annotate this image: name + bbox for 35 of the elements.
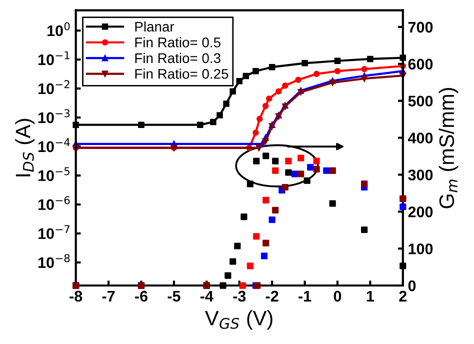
- y-tick-label: 10$^{−7}$: [38, 225, 70, 240]
- y2-tick-label: 700: [408, 22, 433, 33]
- legend-label: Planar: [135, 21, 174, 32]
- y2-tick-label: 600: [408, 58, 433, 70]
- y2-tick-label: 100: [408, 243, 433, 254]
- x-tick-label: -7: [102, 290, 115, 302]
- y2-tick-label: 200: [408, 206, 433, 218]
- y-axis-title: I$_{DS}$ (A): [15, 118, 35, 176]
- y2-tick-label: 400: [408, 132, 433, 144]
- y-tick-label: 10$^{−3}$: [38, 109, 70, 124]
- x-tick-label: -5: [168, 290, 180, 302]
- legend-label: Fin Ratio= 0.5: [135, 37, 220, 48]
- legend-label: Fin Ratio= 0.3: [135, 52, 220, 64]
- y2-tick-label: 500: [408, 96, 433, 107]
- y2-tick-label: 300: [408, 170, 433, 180]
- x-tick-label: -8: [70, 290, 82, 302]
- y-tick-label: 10$^{−8}$: [38, 254, 70, 268]
- x-tick-label: -1: [298, 290, 312, 302]
- x-tick-label: -3: [233, 290, 246, 302]
- y2-tick-label: 0: [408, 280, 416, 292]
- y-tick-label: 10$^{−1}$: [38, 51, 70, 66]
- x-axis-title: V$_{GS}$ (V): [204, 310, 272, 330]
- x-tick-label: -6: [135, 290, 148, 302]
- y-tick-label: 10$^{0}$: [47, 22, 70, 36]
- x-tick-label: 2: [399, 290, 407, 302]
- x-tick-label: 1: [366, 290, 374, 302]
- y-tick-label: 10$^{−2}$: [38, 80, 70, 94]
- x-tick-label: -4: [200, 290, 214, 302]
- legend-label: Fin Ratio= 0.25: [135, 68, 228, 79]
- y-tick-label: 10$^{−4}$: [38, 138, 70, 152]
- y-tick-label: 10$^{−6}$: [38, 196, 70, 210]
- y-tick-label: 10$^{−5}$: [38, 167, 70, 182]
- y2-axis-title: G$_{m}$ (mS/mm): [438, 88, 458, 208]
- x-tick-label: 0: [334, 290, 342, 302]
- x-tick-label: -2: [266, 290, 278, 302]
